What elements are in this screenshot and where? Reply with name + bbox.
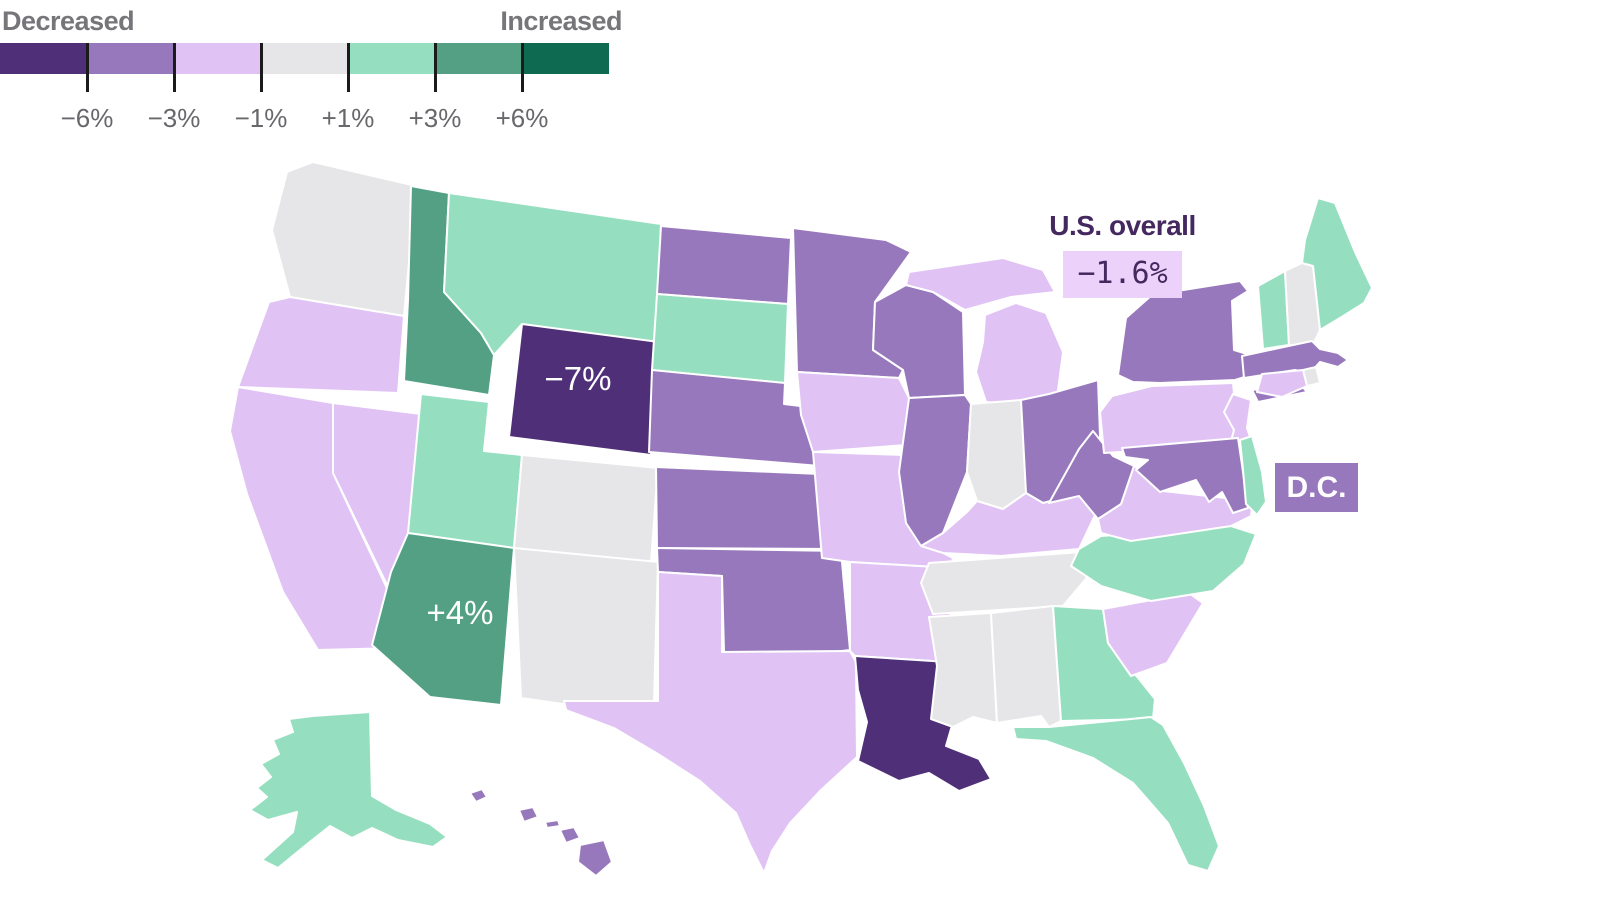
us-overall-callout: U.S. overall −1.6% <box>1035 210 1210 298</box>
state-wyoming[interactable] <box>508 323 660 456</box>
us-overall-value: −1.6% <box>1063 251 1182 298</box>
legend-tick-line <box>172 43 176 92</box>
legend-tick-line <box>85 43 89 92</box>
state-maine[interactable] <box>1301 197 1373 331</box>
legend-tick-label: −3% <box>147 103 201 133</box>
legend-tick-line <box>520 43 524 92</box>
state-north-carolina[interactable] <box>1070 525 1257 602</box>
dc-label[interactable]: D.C. <box>1275 463 1358 512</box>
legend-tick-line <box>433 43 437 92</box>
state-mississippi[interactable] <box>928 612 998 728</box>
state-hawaii[interactable] <box>469 788 488 803</box>
arizona-value-label: +4% <box>427 594 494 631</box>
state-kansas[interactable] <box>655 466 842 550</box>
wyoming-value-label: −7% <box>545 360 612 397</box>
state-pennsylvania[interactable] <box>1099 382 1240 454</box>
legend-tick-label: +1% <box>321 103 375 133</box>
legend-increased-label: Increased <box>500 6 622 36</box>
legend-tick-label: −6% <box>60 103 114 133</box>
legend-color-bar <box>0 43 609 74</box>
state-kentucky[interactable] <box>920 492 1097 557</box>
state-hawaii[interactable] <box>559 826 581 844</box>
state-iowa[interactable] <box>796 371 911 453</box>
state-north-dakota[interactable] <box>656 225 792 305</box>
state-washington[interactable] <box>271 161 417 317</box>
state-michigan[interactable] <box>905 257 1056 311</box>
legend-tick-label: +3% <box>408 103 462 133</box>
state-new-mexico[interactable] <box>513 547 659 705</box>
state-florida[interactable] <box>1012 716 1220 872</box>
state-west-virginia[interactable] <box>1048 430 1135 520</box>
state-michigan[interactable] <box>975 302 1064 407</box>
state-hawaii[interactable] <box>577 839 613 877</box>
state-hawaii[interactable] <box>544 819 561 829</box>
color-legend: Decreased Increased −6% −3% −1% +1% +3% … <box>0 0 660 140</box>
state-utah[interactable] <box>407 393 523 549</box>
state-colorado[interactable] <box>513 454 659 563</box>
legend-swatch-m3 <box>87 43 174 74</box>
legend-decreased-label: Decreased <box>2 6 135 36</box>
legend-tick-line <box>346 43 350 92</box>
state-hawaii[interactable] <box>518 806 539 823</box>
state-south-dakota[interactable] <box>651 293 789 384</box>
legend-tick-line <box>259 43 263 92</box>
state-indiana[interactable] <box>966 399 1027 510</box>
legend-swatch-p1 <box>348 43 435 74</box>
state-alaska[interactable] <box>249 711 448 869</box>
state-connecticut[interactable] <box>1256 369 1308 398</box>
state-alabama[interactable] <box>990 605 1062 728</box>
legend-swatch-z0 <box>261 43 348 74</box>
legend-swatch-m1 <box>174 43 261 74</box>
legend-swatch-p3 <box>435 43 522 74</box>
state-vermont[interactable] <box>1257 270 1290 350</box>
state-delaware[interactable] <box>1239 435 1267 516</box>
state-oregon[interactable] <box>237 296 405 394</box>
legend-swatch-p6 <box>522 43 609 74</box>
legend-tick-label: −1% <box>234 103 288 133</box>
legend-swatch-m6 <box>0 43 87 74</box>
legend-tick-label: +6% <box>495 103 549 133</box>
us-overall-title: U.S. overall <box>1049 210 1196 241</box>
